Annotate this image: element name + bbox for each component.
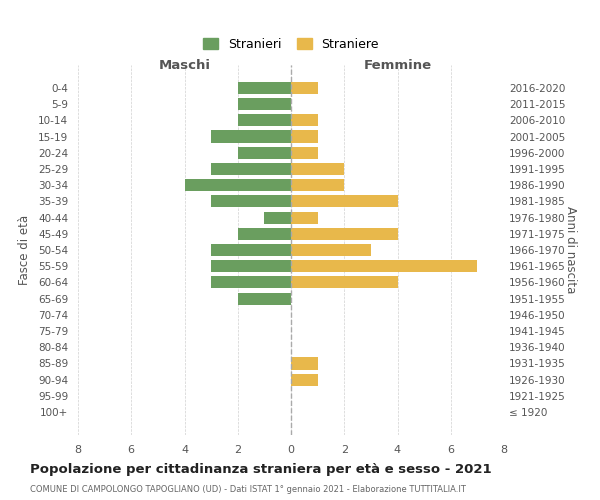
Y-axis label: Fasce di età: Fasce di età [18,215,31,285]
Bar [265,212,291,224]
Bar [238,114,291,126]
Bar [291,374,317,386]
Bar [238,228,291,240]
Y-axis label: Anni di nascita: Anni di nascita [564,206,577,294]
Bar [211,130,291,142]
Bar [211,276,291,288]
Text: Popolazione per cittadinanza straniera per età e sesso - 2021: Popolazione per cittadinanza straniera p… [30,462,491,475]
Bar [291,163,344,175]
Bar [238,146,291,159]
Legend: Stranieri, Straniere: Stranieri, Straniere [199,34,383,54]
Bar [238,98,291,110]
Bar [291,196,398,207]
Bar [291,228,398,240]
Bar [211,260,291,272]
Bar [238,292,291,304]
Bar [291,179,344,191]
Bar [211,163,291,175]
Bar [238,82,291,94]
Text: COMUNE DI CAMPOLONGO TAPOGLIANO (UD) - Dati ISTAT 1° gennaio 2021 - Elaborazione: COMUNE DI CAMPOLONGO TAPOGLIANO (UD) - D… [30,485,466,494]
Text: Maschi: Maschi [158,58,211,71]
Bar [291,260,478,272]
Bar [211,196,291,207]
Bar [291,212,317,224]
Bar [291,130,317,142]
Bar [185,179,291,191]
Bar [291,358,317,370]
Bar [291,82,317,94]
Bar [291,146,317,159]
Text: Femmine: Femmine [364,58,431,71]
Bar [211,244,291,256]
Bar [291,114,317,126]
Bar [291,244,371,256]
Bar [291,276,398,288]
